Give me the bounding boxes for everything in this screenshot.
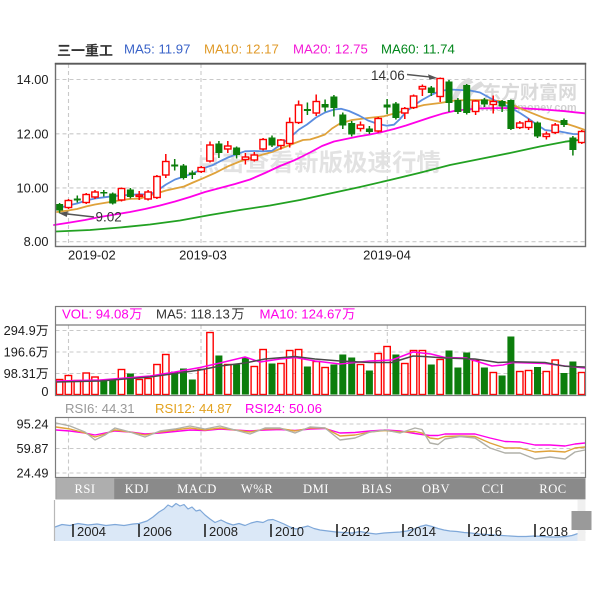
svg-text:95.24: 95.24 [16, 417, 48, 432]
svg-text:196.6: 196.6 [4, 345, 36, 360]
svg-text:MA5: 11.97: MA5: 11.97 [124, 42, 190, 57]
svg-text:RSI6: 44.31: RSI6: 44.31 [65, 401, 135, 416]
svg-text:24.49: 24.49 [16, 466, 48, 481]
svg-text:2018: 2018 [539, 524, 568, 539]
svg-text:59.87: 59.87 [16, 441, 48, 456]
svg-text:2014: 2014 [407, 524, 436, 539]
svg-text:2004: 2004 [77, 524, 106, 539]
svg-text:0: 0 [41, 384, 48, 399]
svg-text:MA20: 12.75: MA20: 12.75 [293, 42, 368, 57]
svg-text:ROC: ROC [539, 482, 566, 496]
svg-text:2019-02: 2019-02 [68, 248, 116, 263]
svg-text:RSI: RSI [74, 482, 95, 496]
svg-text:2010: 2010 [275, 524, 304, 539]
svg-text:MA5: 118.13: MA5: 118.13 [156, 307, 230, 322]
svg-text:98.31: 98.31 [4, 366, 36, 381]
svg-text:MA60: 11.74: MA60: 11.74 [381, 42, 455, 57]
svg-text:2008: 2008 [209, 524, 238, 539]
svg-text:BIAS: BIAS [362, 482, 393, 496]
svg-text:12.00: 12.00 [16, 126, 48, 141]
svg-text:2016: 2016 [473, 524, 502, 539]
svg-text:2006: 2006 [143, 524, 172, 539]
svg-text:2012: 2012 [341, 524, 370, 539]
svg-text:14.00: 14.00 [16, 72, 48, 87]
svg-text:DMI: DMI [303, 482, 329, 496]
svg-text:KDJ: KDJ [125, 482, 150, 496]
svg-text:8.00: 8.00 [24, 234, 49, 249]
svg-text:MACD: MACD [177, 482, 217, 496]
svg-text:MA10: 12.17: MA10: 12.17 [204, 42, 279, 57]
svg-text:RSI12: 44.87: RSI12: 44.87 [155, 401, 232, 416]
svg-text:VOL: 94.08: VOL: 94.08 [62, 307, 129, 322]
svg-text:9.02: 9.02 [96, 210, 122, 225]
svg-text:14.06: 14.06 [371, 68, 405, 83]
svg-text:CCI: CCI [482, 482, 505, 496]
svg-text:MA10: 124.67: MA10: 124.67 [260, 307, 342, 322]
svg-text:W%R: W%R [241, 482, 273, 496]
svg-text:2019-03: 2019-03 [179, 248, 227, 263]
svg-text:RSI24: 50.06: RSI24: 50.06 [245, 401, 322, 416]
svg-text:OBV: OBV [422, 482, 450, 496]
svg-text:10.00: 10.00 [16, 180, 48, 195]
svg-text:2019-04: 2019-04 [363, 248, 411, 263]
svg-text:294.9: 294.9 [4, 323, 36, 338]
